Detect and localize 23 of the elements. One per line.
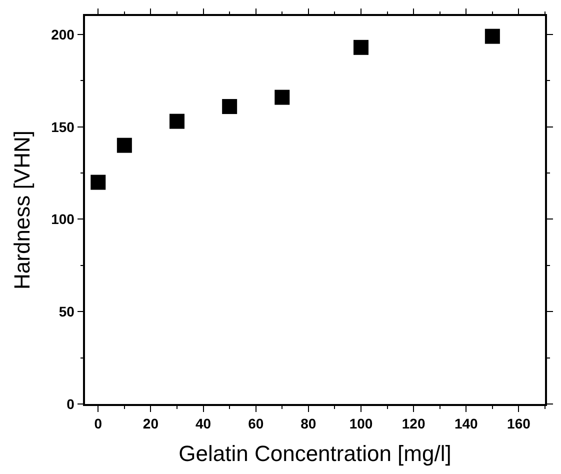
- point: [170, 114, 184, 129]
- y-tick-label: 200: [51, 26, 75, 42]
- point: [222, 99, 238, 114]
- y-axis-title: Hardness [VHN]: [9, 130, 34, 290]
- x-tick-label: 60: [248, 416, 264, 432]
- point: [116, 138, 132, 153]
- y-tick-label: 50: [58, 304, 75, 320]
- x-tick-label: 160: [507, 416, 531, 432]
- y-tick-label: 150: [51, 118, 75, 135]
- x-tick-label: 100: [349, 416, 373, 432]
- y-tick-label: 0: [66, 396, 75, 412]
- point: [274, 90, 290, 105]
- x-tick-label: 40: [196, 416, 212, 432]
- x-tick-label: 0: [94, 416, 102, 432]
- point: [354, 40, 368, 55]
- x-tick-label: 80: [300, 416, 316, 432]
- point: [90, 174, 106, 190]
- x-tick-label: 140: [454, 416, 478, 432]
- y-tick-label: 100: [51, 211, 75, 228]
- point: [484, 28, 500, 44]
- x-axis-title: Gelatin Concentration [mg/l]: [178, 440, 452, 466]
- x-tick-label: 120: [402, 416, 426, 432]
- x-tick-label: 20: [142, 416, 159, 432]
